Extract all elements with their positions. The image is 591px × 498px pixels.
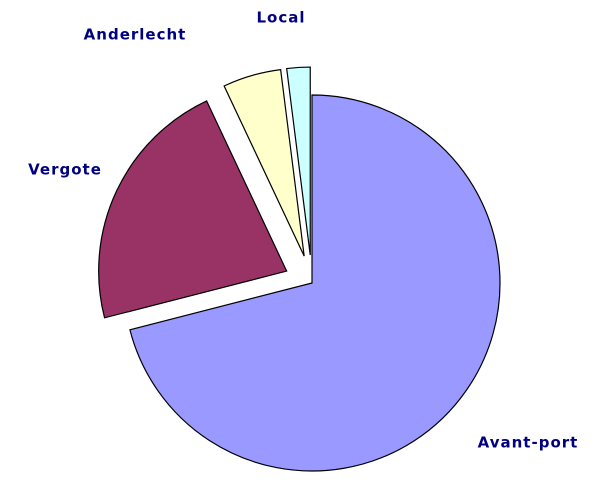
slice-label: Vergote	[28, 161, 102, 179]
slice-label: Avant-port	[478, 434, 579, 452]
slice-label: Local	[256, 9, 305, 27]
pie-slice	[129, 94, 501, 472]
pie-slice	[286, 66, 311, 256]
pie-slice	[223, 68, 305, 257]
slice-label: Anderlecht	[84, 26, 187, 44]
pie-slice	[98, 100, 288, 319]
